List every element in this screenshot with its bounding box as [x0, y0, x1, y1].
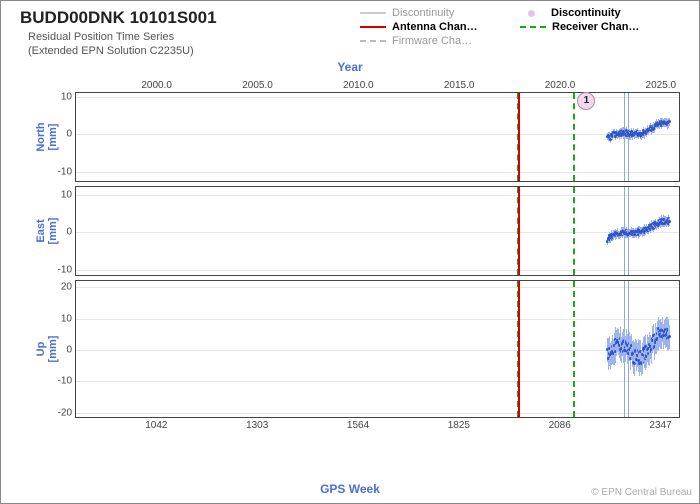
legend-swatch: [360, 26, 386, 28]
legend-label: Antenna Chan…: [392, 21, 478, 33]
data-point: [668, 335, 671, 338]
gridline: [76, 319, 679, 320]
legend-item: Firmware Cha…: [360, 34, 520, 48]
gridline: [76, 413, 679, 414]
gridline: [76, 134, 679, 135]
xtick-bottom: 1042: [145, 420, 167, 431]
data-point: [668, 120, 671, 123]
legend-item: Discontinuity: [520, 6, 680, 20]
discontinuity-badge: 1: [577, 92, 595, 110]
legend-swatch: [360, 12, 386, 14]
xtick-bottom: 2347: [649, 420, 671, 431]
ytick-label: 10: [61, 91, 72, 102]
event-line: [518, 93, 520, 181]
legend: Discontinuity Discontinuity Antenna Chan… R…: [360, 6, 680, 48]
ylabel-up: Up[mm]: [35, 299, 59, 399]
legend-item: Antenna Chan…: [360, 20, 520, 34]
ytick-label: 10: [61, 189, 72, 200]
event-line: [573, 187, 575, 275]
page-title: BUDD00DNK 10101S001: [20, 8, 217, 28]
legend-label: Receiver Chan…: [552, 21, 639, 33]
xtick-top: 2000.0: [141, 80, 172, 91]
ytick-label: -10: [58, 264, 72, 275]
ytick-label: -10: [58, 376, 72, 387]
data-point: [668, 220, 671, 223]
gridline: [76, 381, 679, 382]
gridline: [76, 270, 679, 271]
event-line: [573, 281, 575, 417]
ytick-label: 0: [66, 227, 72, 238]
xtick-bottom: 1564: [347, 420, 369, 431]
event-line: [518, 187, 520, 275]
legend-item: Discontinuity: [360, 6, 520, 20]
event-line: [573, 93, 575, 181]
subtitle: Residual Position Time Series (Extended …: [28, 30, 194, 59]
gridline: [76, 350, 679, 351]
gridline: [76, 195, 679, 196]
xtick-top: 2005.0: [242, 80, 273, 91]
ylabel-north: North[mm]: [35, 87, 59, 187]
ytick-label: -20: [58, 407, 72, 418]
ytick-label: 0: [66, 345, 72, 356]
panel-north: -100102000.02005.02010.02015.02020.02025…: [75, 92, 680, 182]
ytick-label: 0: [66, 129, 72, 140]
panel-east: -10010: [75, 186, 680, 276]
legend-item: Receiver Chan…: [520, 20, 680, 34]
xtick-top: 2020.0: [545, 80, 576, 91]
subtitle-line2: (Extended EPN Solution C2235U): [28, 45, 194, 57]
xtick-top: 2015.0: [444, 80, 475, 91]
legend-label: Firmware Cha…: [392, 35, 472, 47]
xtick-top: 2010.0: [343, 80, 374, 91]
legend-swatch: [360, 40, 386, 42]
event-line: [518, 281, 520, 417]
ylabel-east: East[mm]: [35, 181, 59, 281]
xtick-bottom: 1303: [246, 420, 268, 431]
xtick-bottom: 1825: [448, 420, 470, 431]
top-axis-label: Year: [0, 60, 700, 74]
gridline: [76, 172, 679, 173]
legend-swatch: [520, 26, 546, 28]
ytick-label: 10: [61, 313, 72, 324]
ytick-label: 20: [61, 282, 72, 293]
panel-up: -20-1001020104213031564182520862347: [75, 280, 680, 418]
legend-item: [520, 34, 680, 48]
gridline: [76, 287, 679, 288]
xtick-top: 2025.0: [646, 80, 677, 91]
gridline: [76, 232, 679, 233]
subtitle-line1: Residual Position Time Series: [28, 31, 174, 43]
legend-label: Discontinuity: [392, 7, 454, 19]
legend-dot: [528, 10, 535, 17]
ytick-label: -10: [58, 166, 72, 177]
legend-label: Discontinuity: [551, 7, 621, 19]
credit-text: © EPN Central Bureau: [591, 487, 692, 498]
xtick-bottom: 2086: [549, 420, 571, 431]
